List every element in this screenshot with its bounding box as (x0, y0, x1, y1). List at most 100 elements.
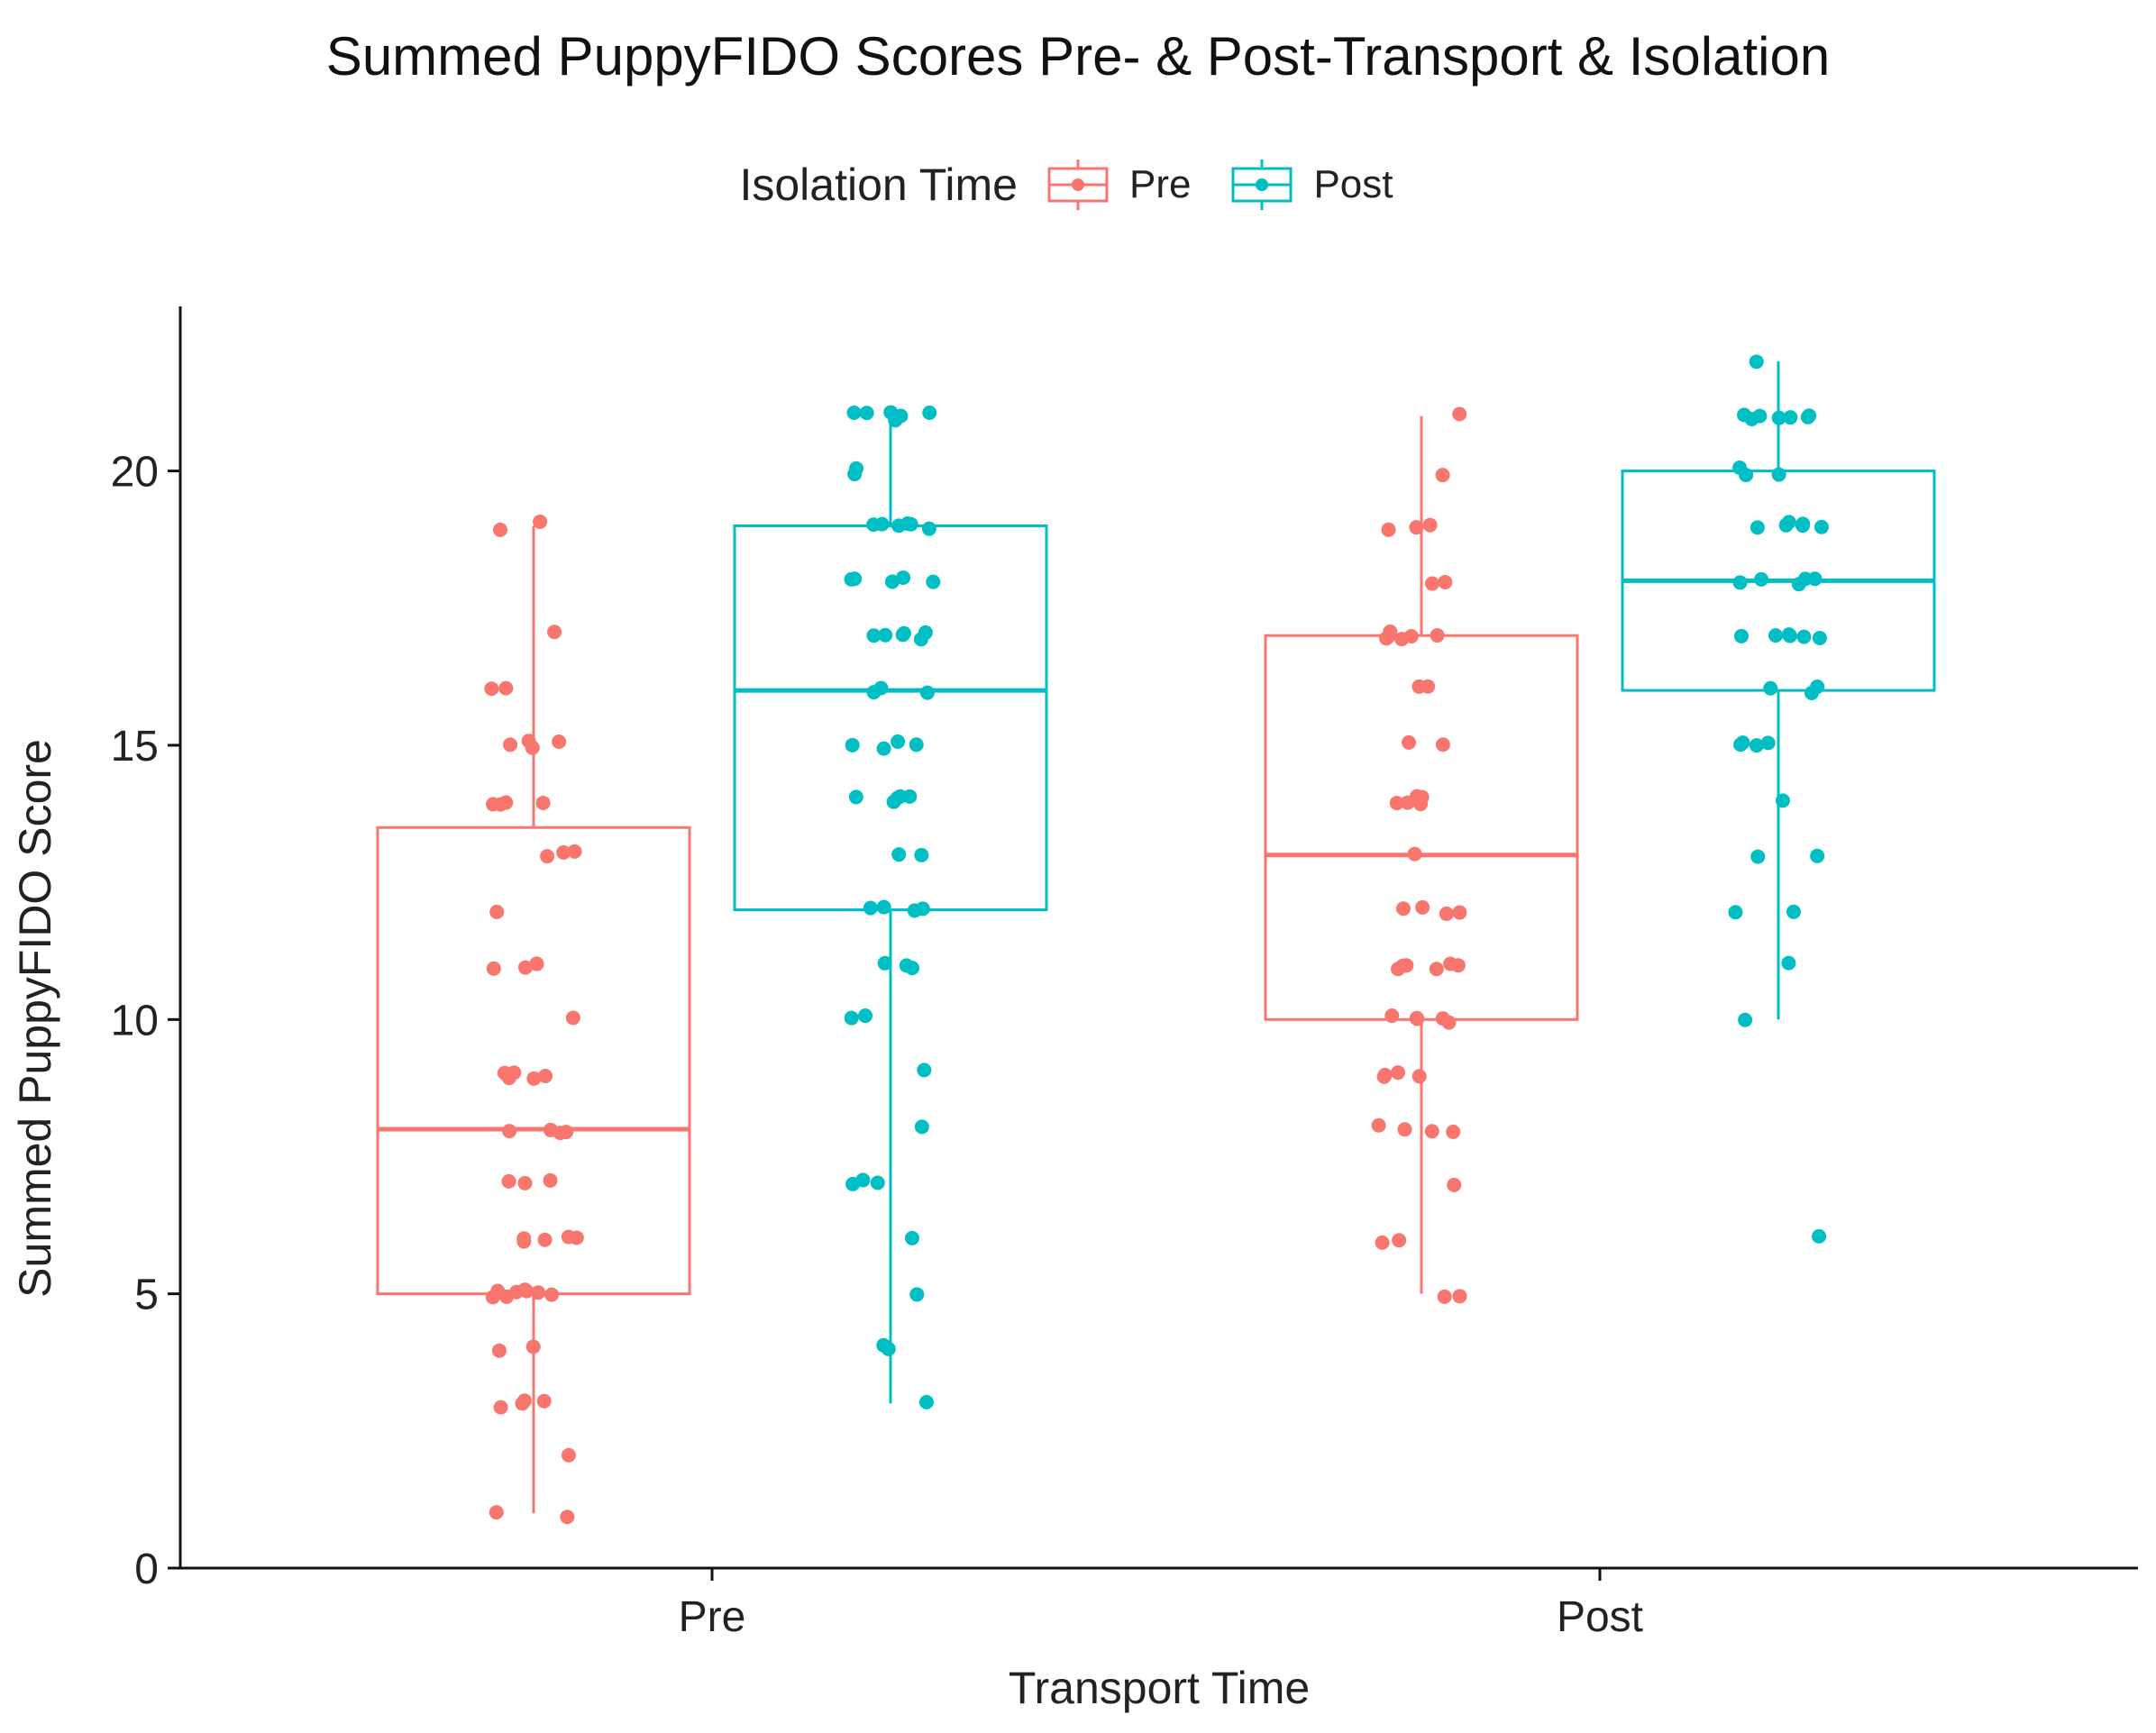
y-tick-label-0: 0 (134, 1546, 159, 1593)
x-tick-label-pre: Pre (679, 1593, 746, 1641)
box-pre-pre-point (552, 734, 567, 750)
y-tick-label-5: 5 (134, 1272, 159, 1319)
box-post-pre-point (1443, 956, 1458, 971)
box-pre-post-point (884, 574, 900, 589)
box-pre-pre-point (556, 844, 571, 860)
box-pre-post-point (918, 625, 933, 640)
box-post-post-point (1813, 519, 1829, 534)
box-post-pre-point (1402, 734, 1417, 750)
box-post-post-point (1804, 685, 1819, 700)
box-pre-post-point (896, 570, 911, 585)
box-post-post-point (1791, 577, 1806, 592)
box-post-post-point (1810, 848, 1825, 863)
box-pre-post-point (846, 405, 862, 420)
box-post-post-point (1778, 517, 1794, 533)
box-pre-pre-point (561, 1447, 576, 1463)
box-post-pre-point (1452, 406, 1467, 422)
box-post-pre-point (1392, 1233, 1407, 1248)
box-post-pre-point (1452, 905, 1467, 920)
box-pre-pre-point (486, 797, 501, 812)
box-post-pre-point (1381, 629, 1396, 644)
box-pre-post-point (881, 1341, 896, 1356)
y-tick-label-10: 10 (111, 997, 159, 1044)
box-pre-post-point (902, 789, 918, 804)
box-pre-post-point (891, 847, 907, 862)
box-pre-post-point (895, 627, 910, 643)
box-pre-post-point (907, 903, 922, 918)
box-pre-pre-point (502, 1124, 517, 1139)
box-post-post-point (1732, 460, 1748, 475)
box-pre-pre-point (540, 849, 555, 864)
box-pre-pre-iqr (376, 825, 691, 1296)
box-post-post-point (1775, 793, 1790, 808)
box-pre-pre-point (526, 1071, 542, 1086)
box-pre-pre-point (493, 522, 507, 537)
box-post-post-point (1812, 1228, 1827, 1244)
box-post-post-point (1750, 849, 1766, 864)
box-post-pre-point (1375, 1235, 1390, 1250)
box-pre-pre-point (503, 737, 518, 752)
y-axis-title: Summed PuppyFIDO Score (10, 739, 60, 1298)
box-pre-pre-point (533, 514, 548, 529)
box-pre-pre-point (561, 1229, 576, 1245)
box-post-pre-point (1389, 796, 1404, 811)
box-pre-pre-point (538, 1068, 553, 1083)
box-pre-post-point (890, 790, 905, 806)
box-pre-pre-point (517, 1175, 533, 1190)
box-pre-post-point (844, 1010, 859, 1026)
box-post-pre-point (1435, 1011, 1450, 1026)
box-pre-pre-point (536, 1393, 552, 1409)
box-pre-post-point (914, 1119, 929, 1135)
legend-item-pre: Pre (1046, 158, 1191, 212)
box-post-pre-point (1437, 1289, 1452, 1304)
box-post-pre-point (1384, 1008, 1400, 1024)
box-pre-post-point (866, 517, 882, 533)
box-post-pre-point (1447, 1177, 1462, 1192)
box-post-post-point (1754, 571, 1769, 587)
box-post-post-point (1735, 735, 1750, 751)
box-pre-post-point (904, 1230, 919, 1245)
box-pre-post-point (921, 521, 936, 536)
chart-title: Summed PuppyFIDO Scores Pre- & Post-Tran… (325, 26, 1831, 87)
box-pre-post-point (866, 628, 882, 643)
box-post-post-point (1800, 409, 1815, 424)
box-pre-pre-point (543, 1122, 558, 1137)
box-post-post-point (1786, 904, 1801, 919)
box-post-post-point (1728, 905, 1743, 920)
box-post-pre-point (1422, 517, 1438, 533)
box-pre-post-point (848, 789, 863, 805)
box-post-post-point (1749, 738, 1764, 753)
box-pre-post-point (859, 406, 874, 421)
box-pre-pre-point (490, 1283, 506, 1299)
legend-key-pre (1047, 160, 1109, 210)
box-post-pre-point (1409, 520, 1424, 535)
box-post-post-point (1749, 520, 1765, 535)
y-tick-label-20: 20 (111, 449, 159, 497)
box-pre-pre-point (486, 961, 501, 976)
box-post-post-point (1771, 410, 1786, 425)
box-post-pre-point (1411, 1069, 1427, 1084)
box-pre-pre-point (544, 1287, 560, 1302)
box-pre-post-point (844, 571, 859, 587)
box-pre-pre-point (489, 1505, 504, 1520)
box-post-post-point (1738, 1012, 1753, 1027)
box-post-post-point (1812, 631, 1827, 646)
box-pre-pre-point (525, 1339, 541, 1354)
box-pre-pre-point (547, 625, 562, 640)
box-post-post-point (1771, 467, 1786, 482)
legend-label-post: Post (1313, 162, 1393, 206)
y-tick-label-15: 15 (111, 723, 159, 771)
box-pre-pre-point (565, 1010, 580, 1026)
box-pre-post-point (893, 408, 909, 424)
box-post-pre-point (1371, 1117, 1386, 1133)
box-post-post-point (1760, 735, 1776, 751)
legend-title: Isolation Time (739, 160, 1018, 210)
box-post-post-point (1783, 410, 1798, 425)
box-post-pre-point (1381, 522, 1396, 537)
box-post-post-point (1795, 516, 1811, 532)
box-post-pre-point (1452, 1289, 1467, 1304)
box-pre-pre-point (516, 1234, 532, 1249)
box-pre-post-point (876, 741, 891, 756)
box-pre-post-point (855, 1172, 871, 1188)
box-pre-post-point (876, 899, 891, 915)
